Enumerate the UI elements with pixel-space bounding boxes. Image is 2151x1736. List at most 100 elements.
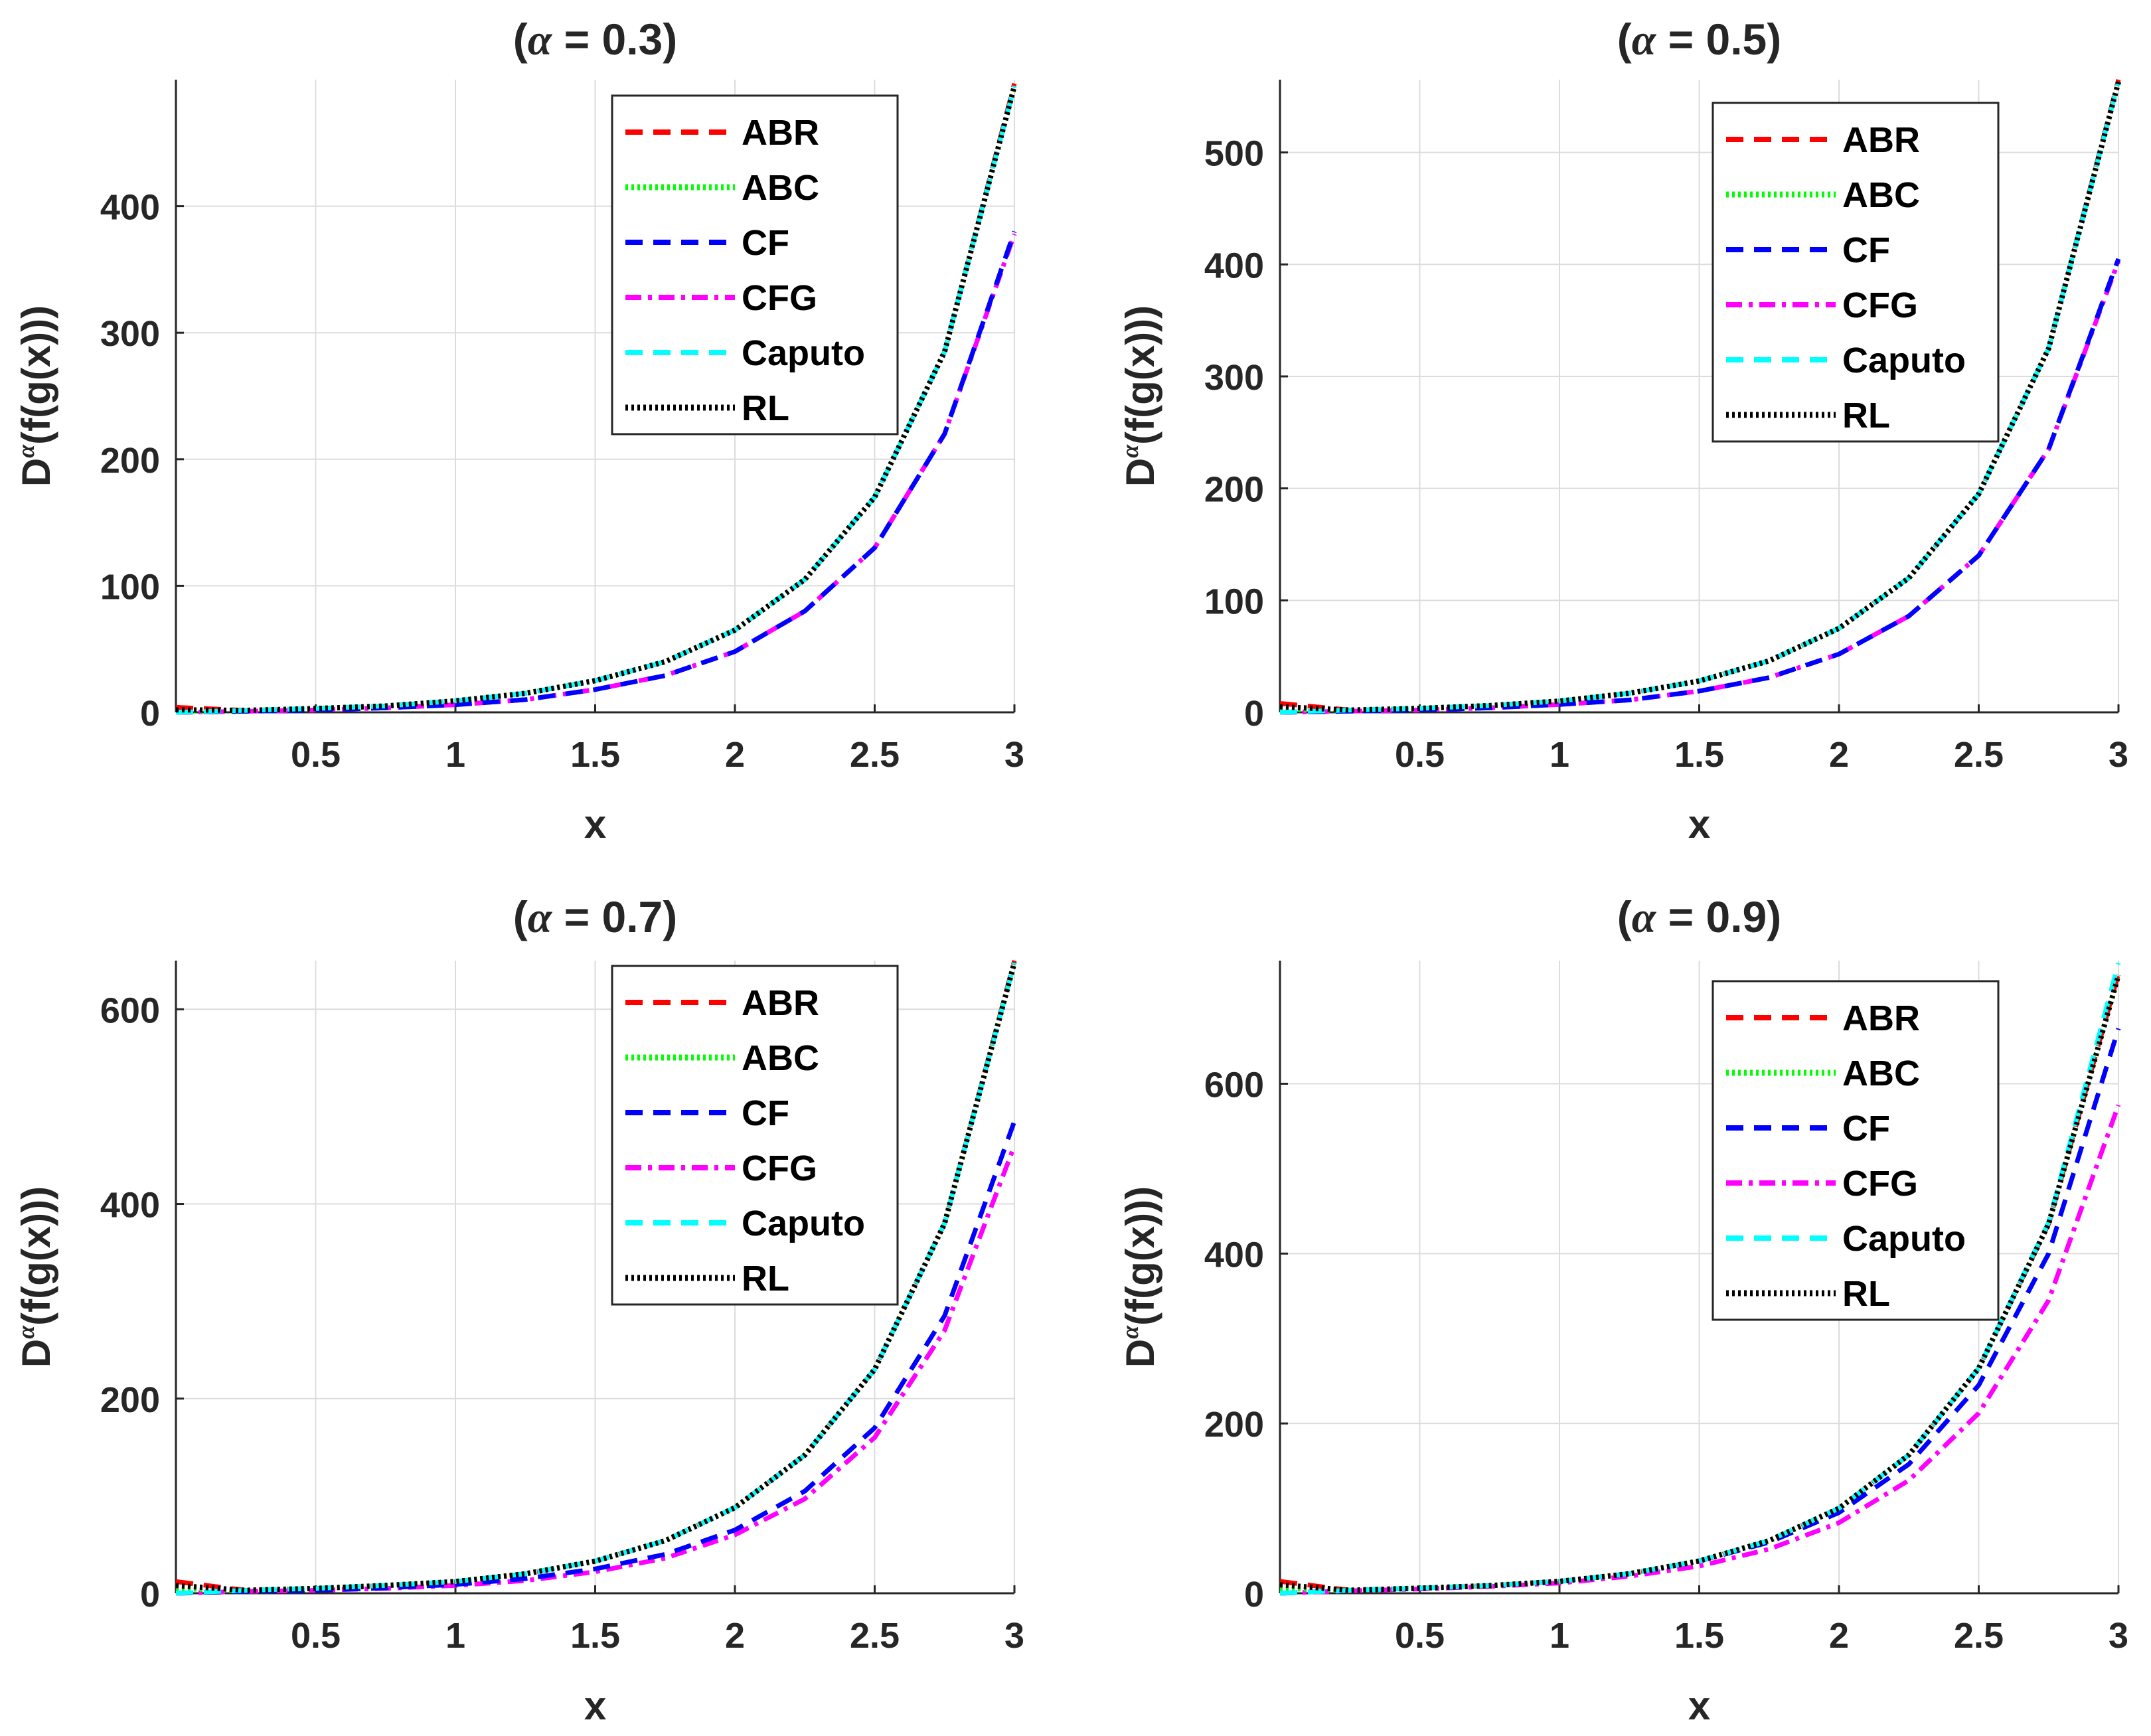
chart-title: (α = 0.7) bbox=[513, 892, 677, 942]
x-axis-label: x bbox=[1688, 1684, 1710, 1728]
y-tick-label: 200 bbox=[1204, 1405, 1264, 1445]
y-tick-label: 500 bbox=[1204, 134, 1264, 174]
legend-label-abr: ABR bbox=[742, 983, 819, 1023]
legend-box bbox=[611, 94, 899, 435]
y-tick-label: 400 bbox=[100, 1186, 160, 1225]
x-tick-label: 3 bbox=[2109, 735, 2128, 775]
x-axis-label: x bbox=[584, 1684, 606, 1728]
x-tick-label: 0.5 bbox=[291, 735, 341, 775]
y-tick-label: 0 bbox=[1244, 694, 1264, 734]
series-line-rl bbox=[175, 961, 1017, 1593]
text-part: α bbox=[13, 1325, 39, 1339]
x-tick-label: 3 bbox=[1004, 1616, 1024, 1656]
text-part: D bbox=[14, 458, 58, 487]
legend-label-rl: RL bbox=[742, 388, 789, 428]
text-part: ( bbox=[1617, 15, 1632, 64]
legend-label-abc: ABC bbox=[1842, 175, 1920, 215]
text-part: α bbox=[1117, 444, 1143, 458]
text-part: = 0.9) bbox=[1656, 892, 1781, 941]
y-tick-label: 200 bbox=[100, 441, 160, 481]
x-tick-label: 1 bbox=[1550, 1616, 1569, 1656]
x-tick-label: 0.5 bbox=[291, 1616, 341, 1656]
legend-box bbox=[1712, 980, 2000, 1321]
legend-label-cf: CF bbox=[1842, 1109, 1890, 1148]
text-part: (f(g(x))) bbox=[14, 305, 58, 445]
x-axis-label: x bbox=[584, 802, 606, 846]
legend-label-rl: RL bbox=[1842, 396, 1890, 435]
legend-label-caputo: Caputo bbox=[1842, 1219, 1966, 1259]
legend-label-abc: ABC bbox=[1842, 1054, 1920, 1093]
x-tick-label: 2.5 bbox=[1954, 735, 2004, 775]
chart-title: (α = 0.9) bbox=[1617, 892, 1781, 942]
series-line-rl bbox=[1279, 974, 2121, 1593]
x-tick-label: 0.5 bbox=[1395, 1616, 1445, 1656]
legend-label-abr: ABR bbox=[1842, 120, 1920, 160]
text-part: D bbox=[1118, 458, 1162, 487]
y-tick-label: 400 bbox=[1204, 246, 1264, 285]
legend-label-caputo: Caputo bbox=[742, 1204, 865, 1243]
series-line-rl bbox=[175, 85, 1017, 714]
x-tick-label: 1.5 bbox=[570, 1616, 620, 1656]
legend-label-cfg: CFG bbox=[1842, 285, 1918, 325]
y-tick-label: 200 bbox=[1204, 470, 1264, 510]
x-tick-label: 2 bbox=[725, 735, 745, 775]
text-part: (f(g(x))) bbox=[1118, 305, 1162, 445]
x-tick-label: 2.5 bbox=[850, 1616, 900, 1656]
text-part: = 0.5) bbox=[1656, 15, 1781, 64]
y-tick-label: 100 bbox=[100, 567, 160, 607]
legend-label-cf: CF bbox=[1842, 230, 1890, 270]
y-tick-label: 300 bbox=[100, 314, 160, 354]
series-line-rl bbox=[1279, 81, 2121, 713]
legend-box bbox=[611, 965, 899, 1306]
x-tick-label: 0.5 bbox=[1395, 735, 1445, 775]
legend-label-abc: ABC bbox=[742, 1038, 819, 1078]
chart-title: (α = 0.5) bbox=[1617, 15, 1781, 64]
x-tick-label: 2 bbox=[725, 1616, 745, 1656]
x-tick-label: 1 bbox=[445, 1616, 465, 1656]
y-axis-label: Dα(f(g(x))) bbox=[1117, 1186, 1162, 1368]
x-tick-label: 2.5 bbox=[1954, 1616, 2004, 1656]
x-tick-label: 2 bbox=[1829, 735, 1849, 775]
y-tick-label: 0 bbox=[1244, 1575, 1264, 1615]
legend-label-abr: ABR bbox=[1842, 998, 1920, 1038]
legend-label-abr: ABR bbox=[742, 113, 819, 153]
legend-label-cf: CF bbox=[742, 1093, 789, 1133]
x-tick-label: 3 bbox=[2109, 1616, 2128, 1656]
y-tick-label: 400 bbox=[1204, 1235, 1264, 1275]
y-axis-label: Dα(f(g(x))) bbox=[13, 1186, 58, 1368]
legend-box bbox=[1712, 102, 2000, 443]
y-tick-label: 400 bbox=[100, 188, 160, 228]
legend: ABR ABC CF CFG Caputo RL bbox=[1712, 102, 2000, 443]
legend-label-caputo: Caputo bbox=[742, 333, 865, 373]
x-axis-label: x bbox=[1688, 802, 1710, 846]
legend-label-caputo: Caputo bbox=[1842, 341, 1966, 380]
text-part: = 0.7) bbox=[552, 892, 677, 941]
y-tick-label: 200 bbox=[100, 1380, 160, 1420]
legend-label-cf: CF bbox=[742, 223, 789, 263]
legend-label-cfg: CFG bbox=[1842, 1164, 1918, 1204]
legend-label-rl: RL bbox=[742, 1259, 789, 1299]
x-tick-label: 1 bbox=[1550, 735, 1569, 775]
text-part: α bbox=[528, 16, 553, 64]
x-tick-label: 1 bbox=[445, 735, 465, 775]
x-tick-label: 2 bbox=[1829, 1616, 1849, 1656]
text-part: α bbox=[13, 444, 39, 458]
text-part: (f(g(x))) bbox=[1118, 1186, 1162, 1326]
y-tick-label: 100 bbox=[1204, 582, 1264, 621]
text-part: ( bbox=[513, 15, 528, 64]
legend: ABR ABC CF CFG Caputo RL bbox=[611, 965, 899, 1306]
y-tick-label: 600 bbox=[100, 990, 160, 1030]
legend-label-cfg: CFG bbox=[742, 1148, 817, 1188]
text-part: (f(g(x))) bbox=[14, 1186, 58, 1326]
text-part: D bbox=[1118, 1339, 1162, 1368]
chart-title: (α = 0.3) bbox=[513, 15, 677, 64]
y-tick-label: 0 bbox=[140, 694, 160, 734]
legend-label-abc: ABC bbox=[742, 168, 819, 208]
x-tick-label: 3 bbox=[1004, 735, 1024, 775]
x-tick-label: 1.5 bbox=[1674, 735, 1724, 775]
